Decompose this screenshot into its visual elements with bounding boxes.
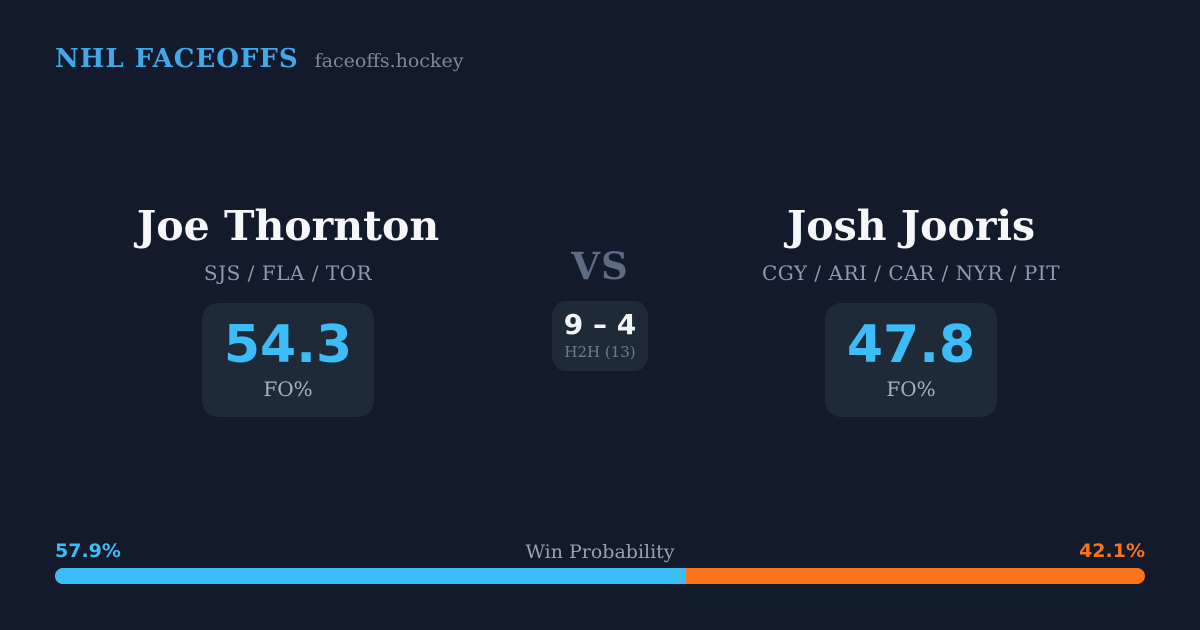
player-left-teams: SJS / FLA / TOR xyxy=(203,261,373,286)
player-right-teams: CGY / ARI / CAR / NYR / PIT xyxy=(761,261,1061,286)
h2h-label: H2H (13) xyxy=(564,343,636,361)
player-right: Josh Jooris CGY / ARI / CAR / NYR / PIT … xyxy=(741,202,1081,418)
win-probability-labels: 57.9% Win Probability 42.1% xyxy=(55,540,1145,564)
player-left-name: Joe Thornton xyxy=(136,202,440,250)
player-right-stat-card: 47.8 FO% xyxy=(825,303,997,418)
header: NHL FACEOFFS faceoffs.hockey xyxy=(55,44,463,74)
player-left-stat-card: 54.3 FO% xyxy=(202,303,374,418)
h2h-score: 9 – 4 xyxy=(563,308,637,341)
win-probability-right-pct: 42.1% xyxy=(1079,540,1145,562)
win-probability-bar-left-segment xyxy=(55,568,687,584)
player-right-stat-value: 47.8 xyxy=(846,315,976,376)
player-right-stat-label: FO% xyxy=(886,377,936,402)
player-right-name: Josh Jooris xyxy=(786,202,1036,250)
player-left-stat-value: 54.3 xyxy=(223,315,353,376)
win-probability-title: Win Probability xyxy=(525,541,675,563)
player-left: Joe Thornton SJS / FLA / TOR 54.3 FO% xyxy=(118,202,458,418)
brand-domain: faceoffs.hockey xyxy=(314,50,464,72)
player-left-stat-label: FO% xyxy=(263,377,313,402)
vs-label: VS xyxy=(571,244,629,288)
brand-title: NHL FACEOFFS xyxy=(55,44,299,74)
win-probability-left-pct: 57.9% xyxy=(55,540,121,562)
vs-column: VS 9 – 4 H2H (13) xyxy=(535,248,665,371)
win-probability-bar xyxy=(55,568,1145,584)
h2h-card: 9 – 4 H2H (13) xyxy=(552,301,648,371)
